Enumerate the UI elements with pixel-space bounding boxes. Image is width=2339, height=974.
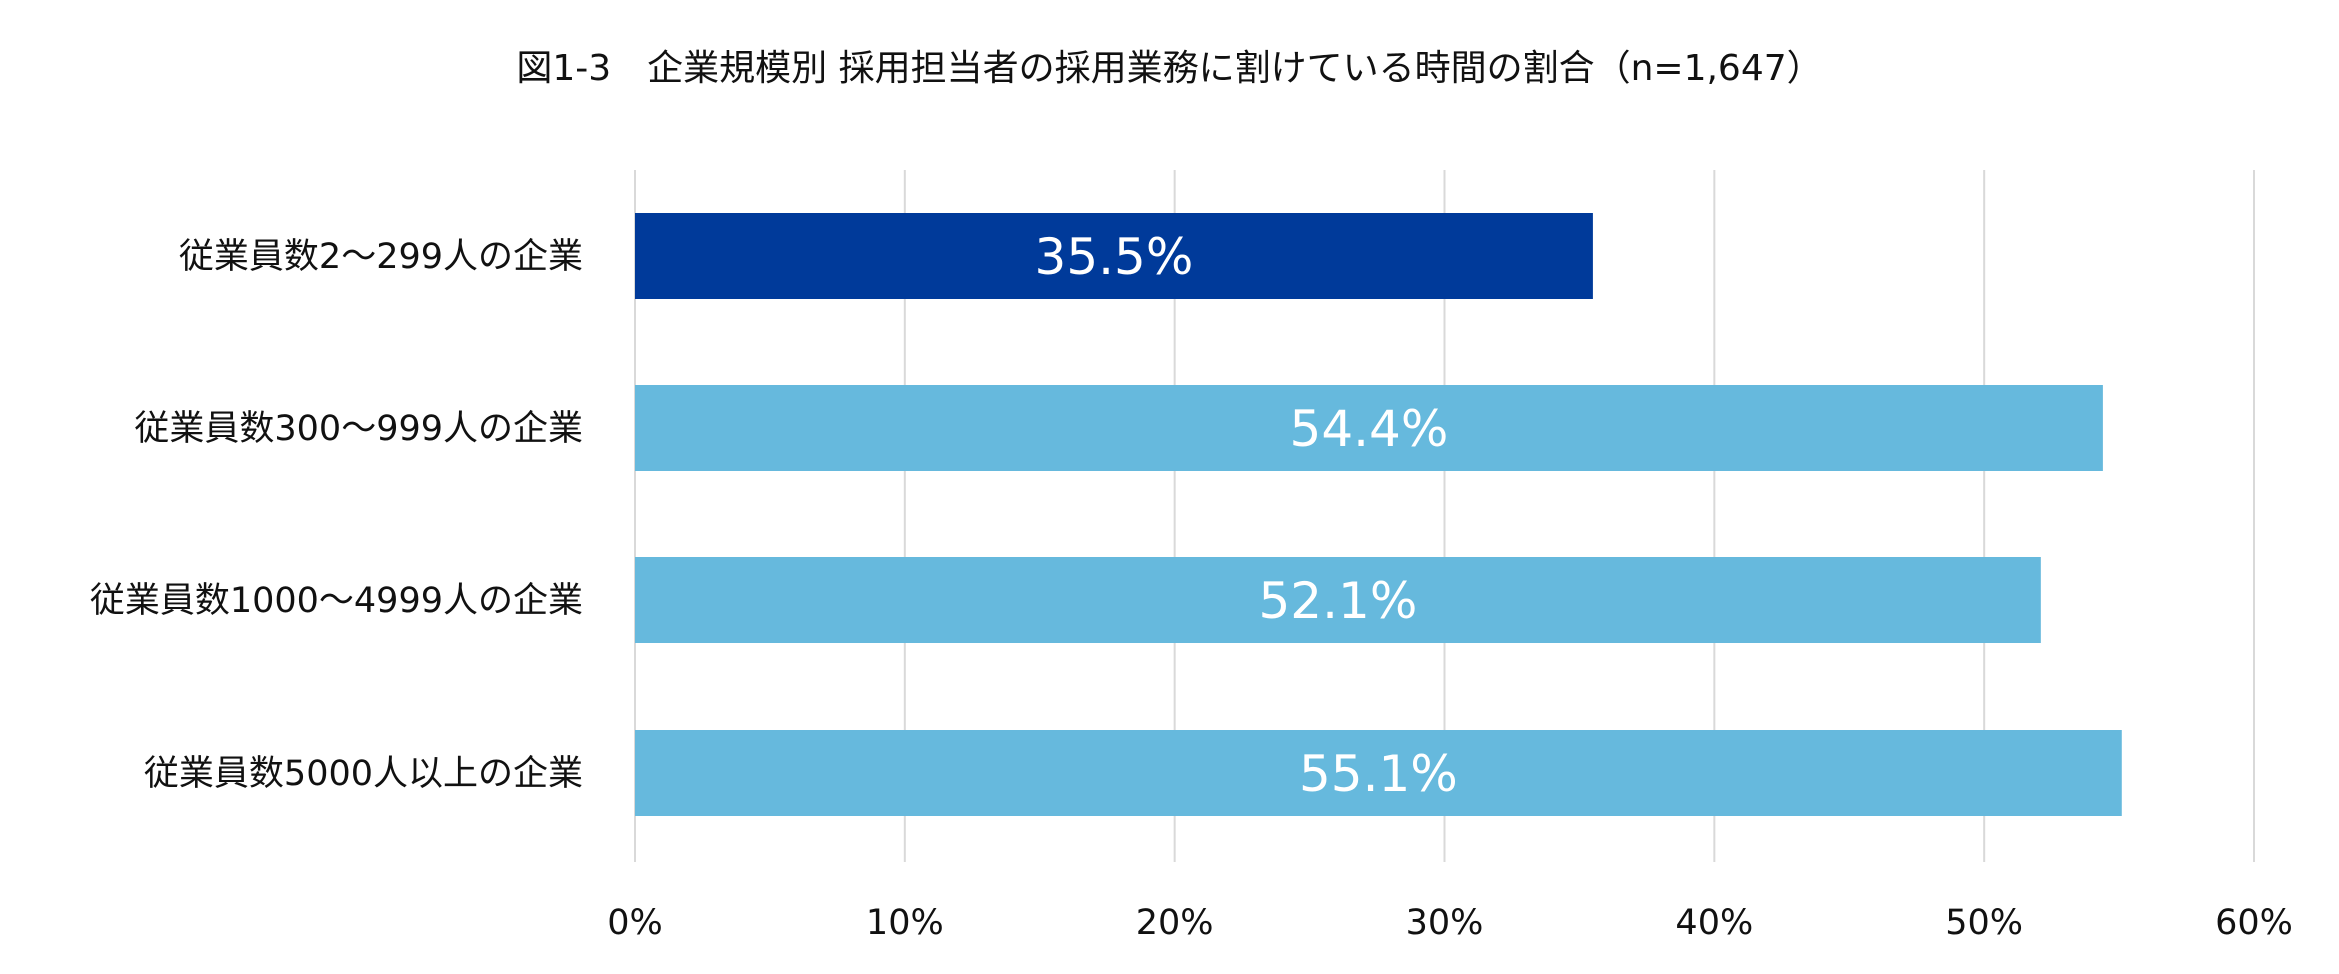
category-label: 従業員数300～999人の企業: [134, 409, 583, 449]
data-label: 55.1%: [1299, 745, 1458, 803]
x-tick-label: 0%: [607, 903, 663, 943]
bar: [635, 730, 2122, 816]
chart-title: 図1-3 企業規模別 採用担当者の採用業務に割けている時間の割合（n=1,647…: [516, 48, 1823, 89]
bars: [635, 213, 2122, 816]
x-tick-label: 30%: [1406, 903, 1484, 943]
x-tick-label: 50%: [1945, 903, 2023, 943]
category-label: 従業員数2～299人の企業: [179, 237, 583, 277]
x-tick-label: 10%: [866, 903, 944, 943]
x-tick-label: 40%: [1675, 903, 1753, 943]
bar: [635, 213, 1593, 299]
labels: 0% 10% 20% 30% 40% 50% 60% 従業員数2～299人の企業 35.5% 従業…: [90, 228, 2293, 943]
bar: [635, 385, 2103, 471]
x-tick-label: 60%: [2215, 903, 2293, 943]
data-label: 54.4%: [1290, 400, 1449, 458]
data-label: 52.1%: [1258, 572, 1417, 630]
bar: [635, 557, 2041, 643]
category-label: 従業員数5000人以上の企業: [144, 754, 583, 794]
data-label: 35.5%: [1035, 228, 1194, 286]
x-tick-label: 20%: [1136, 903, 1214, 943]
category-label: 従業員数1000～4999人の企業: [90, 581, 583, 621]
